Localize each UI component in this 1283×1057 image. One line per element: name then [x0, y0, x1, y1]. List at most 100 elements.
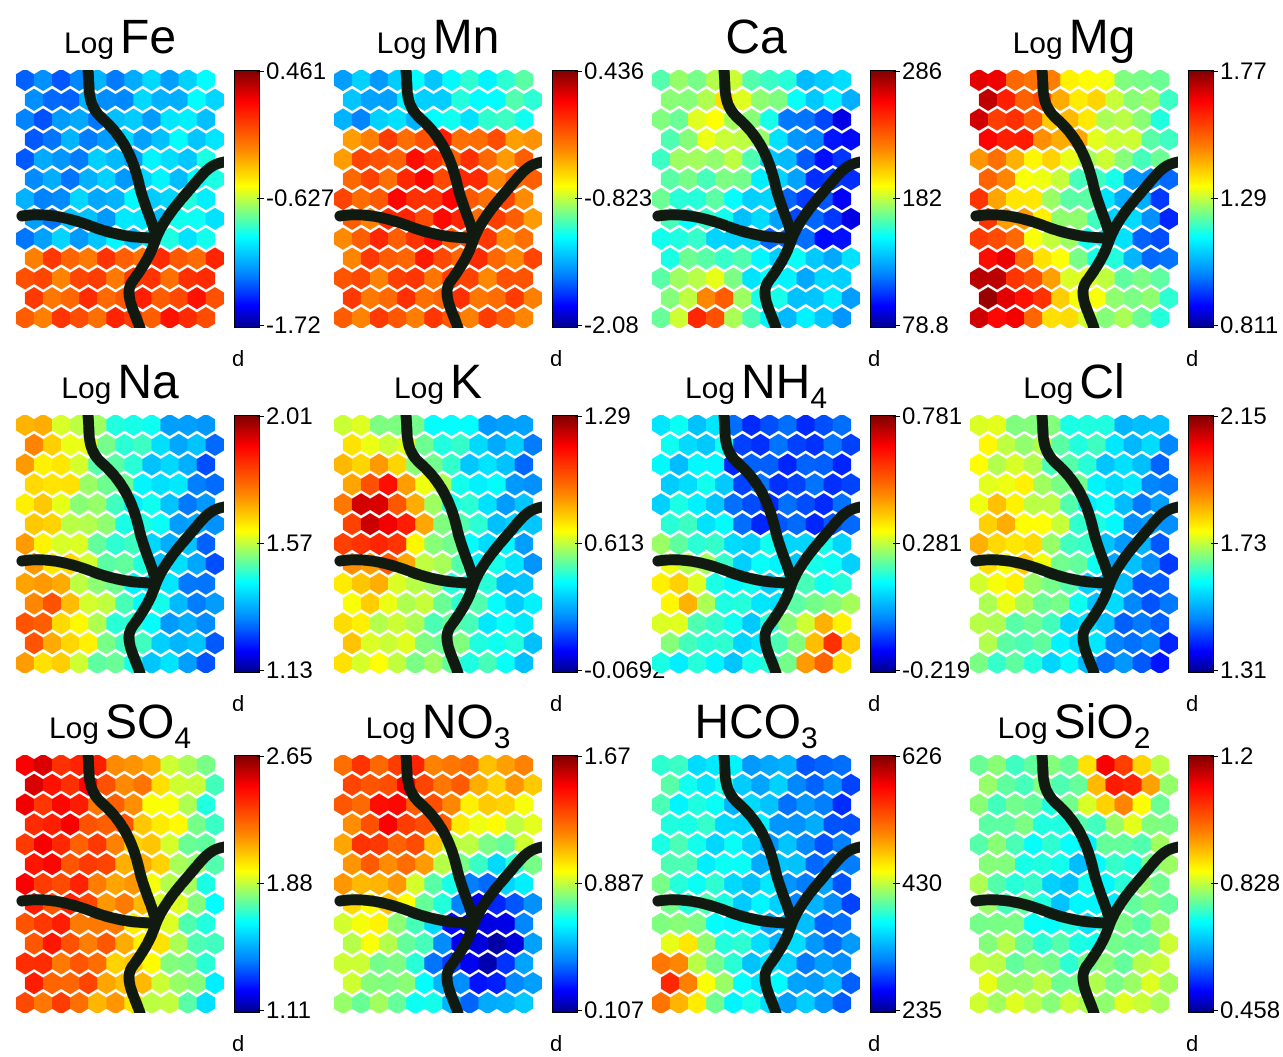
hex-cell: [397, 813, 416, 836]
hex-cell: [1024, 651, 1043, 673]
hex-cell: [669, 148, 689, 171]
hex-cell: [88, 532, 107, 556]
hex-cell: [1123, 813, 1142, 836]
hex-cell: [505, 932, 525, 955]
hex-cell: [178, 493, 198, 516]
hex-cell: [688, 227, 707, 250]
hex-cell: [496, 612, 516, 635]
hex-cell: [796, 793, 815, 816]
hex-cell: [334, 70, 353, 92]
hex-cell: [652, 306, 671, 328]
hex-cell: [1006, 187, 1025, 211]
hex-cell: [1096, 453, 1115, 476]
hex-cell: [832, 793, 852, 816]
hex-cell: [79, 932, 98, 955]
hex-cell: [106, 187, 125, 211]
hex-cell: [451, 128, 470, 151]
hex-cell: [379, 128, 398, 151]
hex-cell: [523, 552, 542, 575]
hex-cell: [360, 433, 380, 456]
hex-cell: [742, 651, 761, 673]
hex-cell: [514, 991, 534, 1013]
hex-cell: [205, 632, 224, 655]
cluster-boundary: [1036, 755, 1116, 929]
cluster-boundary: [1077, 577, 1116, 673]
hex-cell: [42, 632, 62, 655]
hex-cell: [678, 513, 698, 536]
hex-cell: [1123, 632, 1142, 655]
cluster-boundary: [150, 841, 224, 929]
hex-cell: [669, 453, 689, 476]
hex-cell: [823, 88, 843, 111]
hex-cell: [334, 306, 353, 328]
hex-cell: [442, 415, 461, 437]
hex-cell: [652, 991, 671, 1013]
hex-cell: [1123, 592, 1142, 615]
hex-cell: [1123, 247, 1142, 270]
hex-cell: [814, 651, 834, 673]
hex-cell: [724, 148, 743, 171]
hex-cell: [52, 952, 71, 975]
hex-cell: [151, 632, 170, 655]
hex-cell: [79, 592, 98, 615]
hex-cell: [1006, 493, 1025, 516]
hex-cell: [196, 651, 216, 673]
hex-cell: [205, 88, 224, 111]
hex-cell: [42, 853, 62, 876]
hex-cell: [787, 632, 806, 655]
hex-cell: [669, 651, 689, 673]
hex-cell: [796, 912, 815, 935]
hex-cell: [16, 872, 35, 896]
hex-cell: [469, 513, 488, 536]
hex-cell: [1042, 493, 1061, 516]
hex-cell: [778, 453, 797, 476]
hex-cell: [1051, 932, 1070, 955]
hex-cell: [987, 306, 1007, 328]
hex-cell: [52, 493, 71, 516]
hex-cell: [715, 853, 734, 876]
hex-cell: [505, 247, 525, 270]
hex-cell: [196, 306, 216, 328]
hex-cell: [61, 128, 80, 151]
colorbar: [870, 755, 896, 1013]
hex-cell: [469, 88, 488, 111]
hex-cell: [334, 493, 353, 516]
hex-cell: [24, 773, 44, 796]
hex-cell: [1069, 168, 1088, 191]
hex-cell: [669, 991, 689, 1013]
hex-cell: [1141, 207, 1161, 230]
hex-cell: [1141, 932, 1161, 955]
hex-cell: [970, 833, 989, 856]
som-hex-map: [16, 755, 224, 1013]
hex-cell: [24, 433, 44, 456]
hex-cell: [1150, 991, 1170, 1013]
hex-cell: [478, 306, 497, 328]
cluster-boundary: [123, 917, 162, 1013]
hex-cell: [1096, 612, 1115, 635]
hex-cell: [796, 227, 815, 250]
hex-cell: [370, 872, 389, 896]
hex-cell: [1006, 572, 1025, 595]
hex-cell: [196, 755, 216, 777]
hex-cell: [106, 306, 125, 328]
hex-cell: [88, 493, 107, 516]
hex-cell: [397, 168, 416, 191]
cluster-boundary: [718, 415, 798, 589]
hex-cell: [1123, 972, 1142, 995]
cluster-boundary: [400, 415, 480, 589]
cluster-boundary: [150, 501, 224, 589]
hex-cell: [205, 813, 224, 836]
hex-cell: [360, 168, 380, 191]
hex-cell: [460, 651, 479, 673]
hex-cell: [351, 833, 371, 856]
hex-cell: [970, 70, 989, 92]
colorbar: [552, 755, 578, 1013]
hex-cell: [751, 932, 770, 955]
hex-cell: [52, 612, 71, 635]
som-hex-map: [16, 70, 224, 328]
cluster-boundary: [1077, 232, 1116, 328]
hex-cell: [688, 755, 707, 777]
hex-cell: [79, 813, 98, 836]
hex-cell: [142, 755, 161, 777]
hex-cell: [814, 755, 834, 777]
